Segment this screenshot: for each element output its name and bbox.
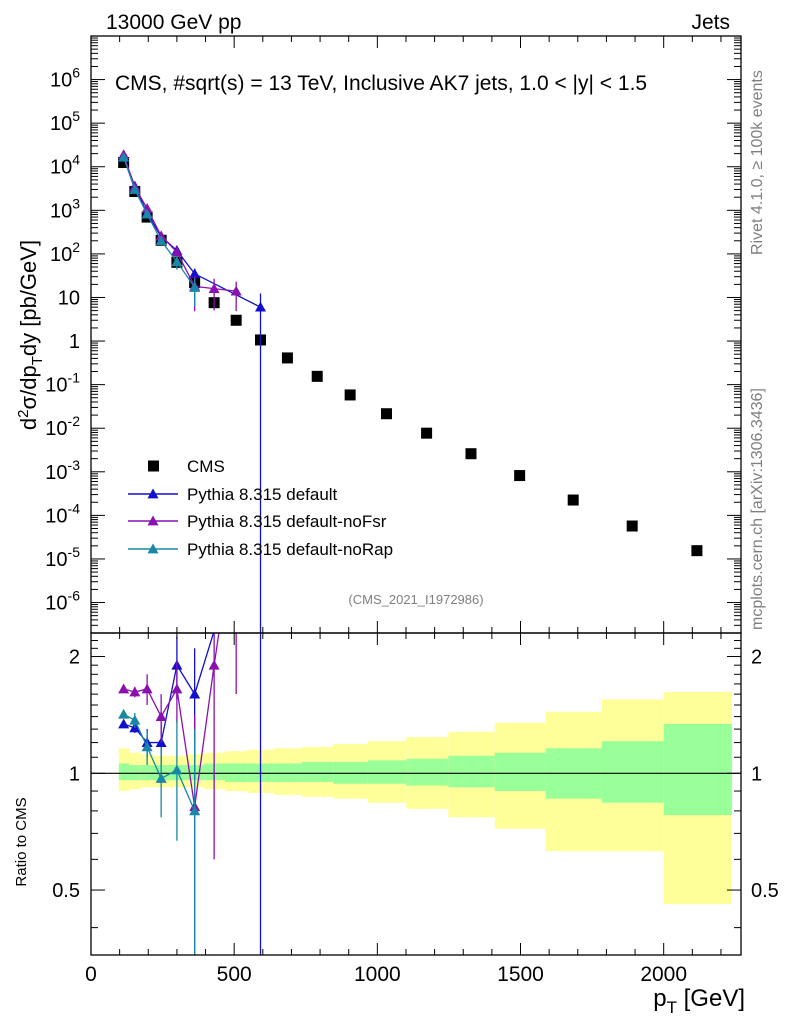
ratio-y-axis-label: Ratio to CMS	[13, 797, 30, 886]
mc-data-point	[155, 230, 167, 241]
inner-band-bin	[406, 758, 449, 786]
x-tick-label: 500	[217, 963, 252, 986]
main-panel-series	[118, 149, 703, 633]
ratio-y-tick-label-right: 2	[751, 647, 762, 669]
legend-label-cms: CMS	[187, 457, 225, 476]
cms-data-point	[465, 448, 477, 460]
ratio-panel-frame	[90, 632, 742, 956]
mc-data-point	[141, 208, 153, 219]
y-tick-label: 10-5	[45, 544, 80, 571]
x-tick-label: 2000	[640, 963, 687, 986]
header-left: 13000 GeV pp	[106, 11, 241, 34]
ratio-y-tick-label: 0.5	[52, 880, 80, 902]
legend-marker	[147, 515, 159, 526]
cms-data-point	[118, 157, 130, 169]
mc-ratio-point	[155, 772, 167, 783]
mc-data-point	[230, 285, 242, 296]
cms-data-point	[626, 520, 638, 532]
x-tick-label: 1000	[354, 963, 401, 986]
mc-data-point	[171, 256, 183, 267]
inner-band-bin	[140, 765, 154, 781]
legend-marker	[147, 543, 159, 554]
cms-data-point	[344, 389, 356, 401]
y-tick-label: 104	[50, 152, 80, 179]
inner-band-bin	[118, 763, 130, 781]
mc-ratio-point	[171, 683, 183, 694]
inner-band-bin	[601, 741, 664, 803]
main-y-axis-label: d2σ/dpTdy [pb/GeV]	[15, 240, 46, 430]
x-tick-label: 1500	[497, 963, 544, 986]
x-axis-label: pT [GeV]	[653, 985, 745, 1017]
ratio-y-tick-label-right: 1	[751, 763, 762, 785]
legend-label: Pythia 8.315 default-noFsr	[187, 512, 387, 531]
y-tick-label: 102	[50, 239, 80, 266]
mc-ratio-point	[118, 683, 130, 694]
rivet-version-label: Rivet 4.1.0, ≥ 100k events	[749, 70, 766, 255]
legend-label: Pythia 8.315 default-noRap	[187, 540, 393, 559]
cms-data-point	[311, 370, 323, 382]
cms-data-point	[421, 427, 433, 439]
ratio-y-tick-label-right: 0.5	[751, 880, 779, 902]
mc-data-point	[189, 281, 201, 292]
mc-ratio-point	[189, 688, 201, 699]
mc-ratio-point	[155, 711, 167, 722]
cms-data-point	[567, 494, 579, 506]
mc-ratio-point	[129, 714, 141, 725]
y-tick-label: 105	[50, 108, 80, 135]
inner-band-bin	[367, 760, 407, 784]
ratio-y-tick-label: 2	[69, 647, 80, 669]
cms-data-point	[381, 408, 393, 420]
mc-data-point	[155, 235, 167, 246]
mc-ratio-point	[189, 805, 201, 816]
mc-data-point	[189, 268, 201, 279]
mc-data-point	[171, 246, 183, 257]
y-tick-label: 10-1	[45, 370, 80, 397]
plot-title: CMS, #sqrt(s) = 13 TeV, Inclusive AK7 je…	[115, 72, 647, 95]
mc-data-point	[118, 151, 130, 162]
mc-ratio-point	[171, 764, 183, 775]
ratio-panel-series	[118, 633, 262, 955]
header-right: Jets	[691, 11, 730, 34]
mc-ratio-point	[141, 741, 153, 752]
mc-data-point	[141, 203, 153, 213]
y-tick-label: 10-4	[45, 500, 80, 527]
mc-data-point	[129, 184, 141, 194]
inner-band-bin	[663, 723, 732, 816]
inner-band-bin	[129, 765, 141, 781]
mc-ratio-point	[129, 686, 141, 697]
ratio-y-tick-label: 1	[69, 763, 80, 785]
analysis-id: (CMS_2021_I1972986)	[348, 592, 483, 607]
mc-series-line	[123, 154, 237, 292]
y-tick-label: 1	[69, 331, 80, 353]
y-tick-label: 10-6	[45, 588, 80, 615]
inner-band-bin	[448, 755, 495, 788]
legend-marker	[147, 488, 159, 499]
y-tick-label: 10-2	[45, 413, 80, 440]
y-tick-label: 103	[50, 195, 80, 222]
mc-ratio-point	[141, 683, 153, 694]
inner-band-bin	[494, 752, 546, 792]
y-tick-label: 10	[58, 287, 80, 309]
legend-label: Pythia 8.315 default	[187, 485, 338, 504]
cms-data-point	[514, 470, 526, 482]
mc-data-point	[208, 283, 220, 293]
cms-data-point	[281, 352, 293, 364]
mcplots-label: mcplots.cern.ch [arXiv:1306.3436]	[749, 388, 766, 630]
legend: CMS Pythia 8.315 default Pythia 8.315 defa…	[128, 457, 393, 559]
y-tick-label: 106	[50, 65, 80, 92]
mc-series-line	[123, 157, 196, 288]
cms-data-point	[691, 545, 703, 557]
mc-ratio-point	[118, 718, 130, 729]
inner-band-bin	[302, 761, 334, 782]
legend-marker-cms	[148, 460, 159, 472]
cms-data-point	[230, 314, 242, 326]
x-tick-label: 0	[85, 963, 97, 986]
y-tick-label: 10-3	[45, 457, 80, 484]
mc-ratio-point	[208, 659, 220, 670]
mc-ratio-point	[118, 708, 130, 719]
mc-data-point	[255, 301, 267, 312]
